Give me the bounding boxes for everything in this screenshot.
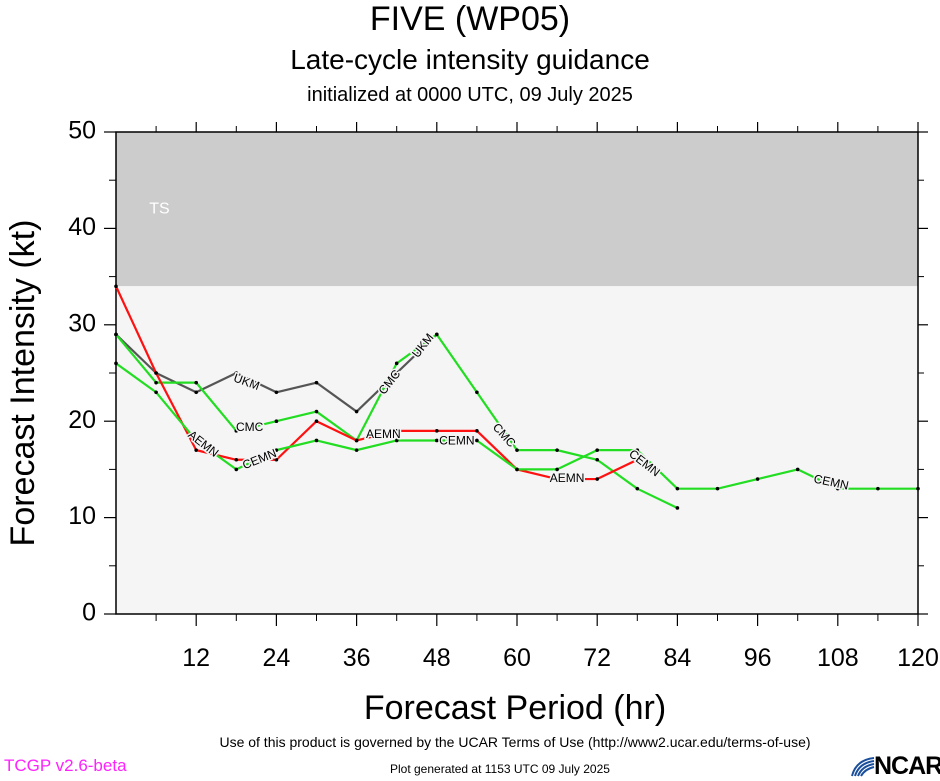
x-tick-label: 120 bbox=[897, 644, 939, 672]
y-tick-label: 30 bbox=[68, 309, 96, 337]
data-point-cemn bbox=[555, 467, 559, 472]
ncar-logo-text: NCAR bbox=[874, 752, 940, 780]
x-axis-label: Forecast Period (hr) bbox=[364, 689, 666, 727]
data-point-aemn bbox=[314, 419, 319, 424]
data-point-cemn bbox=[194, 438, 198, 443]
data-point-cemn bbox=[114, 361, 118, 366]
data-point-ukm bbox=[314, 380, 319, 385]
data-point-cmc bbox=[234, 429, 239, 433]
y-tick-label: 20 bbox=[68, 406, 96, 434]
data-point-cmc bbox=[435, 332, 439, 337]
data-point-cmc bbox=[154, 380, 158, 385]
data-point-cemn bbox=[154, 390, 158, 395]
x-tick-label: 72 bbox=[583, 644, 611, 672]
y-tick-label: 40 bbox=[68, 213, 96, 241]
data-point-cmc bbox=[475, 390, 479, 395]
series-line-aemn bbox=[115, 285, 638, 481]
data-point-aemn bbox=[194, 448, 198, 452]
data-point-cmc bbox=[595, 457, 599, 462]
data-point-cemn bbox=[515, 467, 519, 472]
y-tick-label: 10 bbox=[68, 502, 96, 530]
chart-title: FIVE (WP05) bbox=[369, 0, 571, 38]
data-point-cemn bbox=[836, 486, 840, 491]
ncar-logo-icon bbox=[851, 757, 875, 777]
data-point-cmc bbox=[635, 486, 640, 491]
data-point-cmc bbox=[515, 448, 519, 452]
data-point-cmc bbox=[555, 448, 559, 452]
data-point-cemn bbox=[354, 448, 359, 452]
data-point-cemn bbox=[755, 477, 760, 481]
data-point-aemn bbox=[394, 429, 399, 433]
data-point-aemn bbox=[435, 429, 439, 433]
data-point-ukm bbox=[394, 371, 399, 375]
data-point-aemn bbox=[274, 457, 279, 462]
data-point-cemn bbox=[394, 438, 399, 443]
data-point-cemn bbox=[274, 448, 279, 452]
band-label-ts: TS bbox=[149, 200, 169, 217]
y-tick-label: 0 bbox=[82, 599, 96, 627]
data-point-cemn bbox=[916, 486, 920, 491]
data-point-cemn bbox=[876, 486, 880, 491]
data-point-cemn bbox=[675, 486, 680, 491]
data-point-cemn bbox=[234, 467, 239, 472]
x-tick-label: 12 bbox=[182, 644, 210, 672]
data-point-aemn bbox=[354, 438, 359, 443]
chart-subtitle: Late-cycle intensity guidance bbox=[290, 44, 650, 75]
data-point-cemn bbox=[635, 448, 640, 452]
x-tick-label: 24 bbox=[262, 644, 290, 672]
data-point-aemn bbox=[595, 477, 599, 481]
data-point-aemn bbox=[555, 477, 559, 481]
data-point-cemn bbox=[435, 438, 439, 443]
data-point-cmc bbox=[114, 332, 118, 337]
x-tick-label: 36 bbox=[343, 644, 371, 672]
data-point-ukm bbox=[354, 409, 359, 414]
generated-timestamp: Plot generated at 1153 UTC 09 July 2025 bbox=[390, 762, 610, 776]
intensity-chart: TS 0 10 20 30 40 50 12 24 36 48 60 72 84 96 108 120 Forec… bbox=[4, 117, 939, 727]
y-tick-label: 50 bbox=[68, 117, 96, 145]
data-point-aemn bbox=[234, 457, 239, 462]
data-point-cmc bbox=[394, 361, 399, 366]
ncar-logo: NCAR bbox=[850, 752, 940, 780]
data-point-cemn bbox=[595, 448, 599, 452]
terms-of-use-notice: Use of this product is governed by the U… bbox=[219, 734, 811, 750]
data-point-ukm bbox=[194, 390, 198, 395]
data-point-ukm bbox=[274, 390, 279, 395]
data-point-cemn bbox=[715, 486, 720, 491]
data-point-aemn bbox=[475, 429, 479, 433]
data-point-cmc bbox=[675, 506, 680, 510]
intensity-band-ts bbox=[116, 132, 918, 287]
x-tick-label: 108 bbox=[817, 644, 859, 672]
data-point-cmc bbox=[274, 419, 279, 424]
x-tick-label: 84 bbox=[663, 644, 691, 672]
init-time-label: initialized at 0000 UTC, 09 July 2025 bbox=[307, 84, 633, 106]
x-tick-label: 96 bbox=[744, 644, 772, 672]
version-label: TCGP v2.6-beta bbox=[4, 756, 127, 775]
x-tick-label: 60 bbox=[503, 644, 531, 672]
data-point-cemn bbox=[314, 438, 319, 443]
series-label-aemn: AEMN bbox=[366, 427, 401, 441]
y-axis-label: Forecast Intensity (kt) bbox=[4, 220, 42, 547]
data-point-cmc bbox=[314, 409, 319, 414]
data-point-aemn bbox=[154, 371, 158, 375]
data-point-cemn bbox=[475, 438, 479, 443]
data-point-aemn bbox=[635, 457, 640, 462]
x-tick-label: 48 bbox=[423, 644, 451, 672]
series-label-aemn: AEMN bbox=[550, 471, 585, 485]
data-point-cemn bbox=[795, 467, 800, 472]
series-label-cmc: CMC bbox=[236, 420, 264, 434]
data-point-ukm bbox=[234, 371, 239, 375]
data-point-aemn bbox=[114, 284, 118, 289]
series-label-cemn: CEMN bbox=[439, 434, 474, 448]
data-point-cmc bbox=[194, 380, 198, 385]
